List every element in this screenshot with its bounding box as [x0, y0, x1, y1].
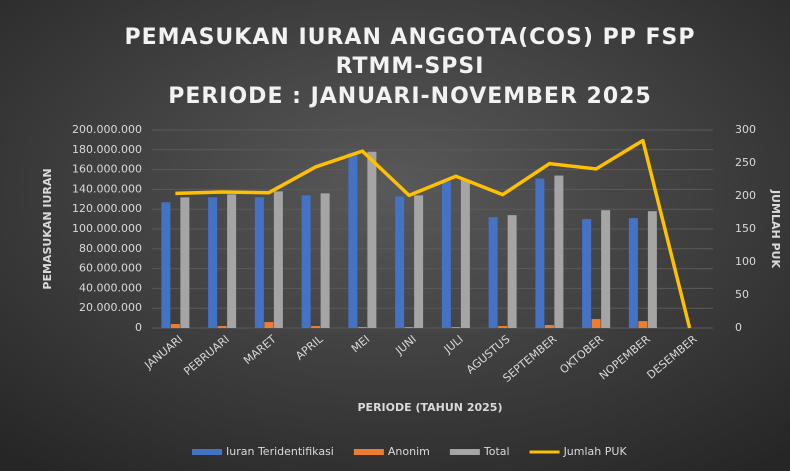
bar — [170, 324, 180, 328]
y2-tick-label: 100 — [735, 255, 756, 268]
y2-axis-label: JUMLAH PUK — [769, 189, 782, 269]
bar — [441, 181, 451, 328]
legend-label: Iuran Teridentifikasi — [226, 445, 334, 458]
bar — [507, 215, 517, 328]
y-tick-label: 0 — [135, 321, 142, 334]
y-tick-label: 40.000.000 — [79, 281, 142, 294]
bar — [582, 219, 592, 328]
bar — [535, 178, 545, 328]
legend-swatch — [353, 449, 384, 455]
y-tick-label: 120.000.000 — [72, 202, 142, 215]
bar — [554, 175, 564, 328]
bar — [217, 326, 227, 328]
y2-tick-label: 50 — [735, 288, 749, 301]
bar — [264, 322, 274, 328]
chart-title: PEMASUKAN IURAN ANGGOTA(COS) PP FSP — [125, 25, 696, 50]
legend-swatch — [449, 449, 480, 455]
bar — [488, 217, 498, 328]
legend-label: Anonim — [388, 445, 430, 458]
y-tick-label: 60.000.000 — [79, 262, 142, 275]
chart-title: PERIODE : JANUARI-NOVEMBER 2025 — [168, 84, 652, 109]
bar — [544, 325, 554, 328]
bar — [591, 319, 601, 328]
bar — [254, 197, 264, 328]
y-tick-label: 80.000.000 — [79, 242, 142, 255]
y-tick-label: 180.000.000 — [72, 143, 142, 156]
bar — [395, 196, 405, 328]
bar — [451, 327, 461, 328]
bar — [498, 326, 508, 328]
legend-swatch — [192, 449, 222, 455]
chart-title: RTMM-SPSI — [336, 54, 485, 79]
bar — [208, 197, 218, 328]
bar — [320, 193, 330, 328]
y-tick-label: 140.000.000 — [72, 182, 142, 195]
legend-label: Total — [483, 445, 510, 458]
y-axis-label: PEMASUKAN IURAN — [41, 168, 54, 289]
legend-label: Jumlah PUK — [563, 445, 628, 458]
bar — [180, 197, 190, 328]
bar — [601, 210, 611, 328]
bar — [311, 326, 321, 328]
bar — [628, 218, 638, 328]
bar — [227, 194, 237, 328]
line — [175, 138, 692, 329]
y2-tick-label: 300 — [735, 123, 756, 136]
y-tick-label: 100.000.000 — [72, 222, 142, 235]
bar — [404, 327, 414, 328]
bar — [460, 180, 470, 328]
y2-tick-label: 250 — [735, 156, 756, 169]
y2-tick-label: 200 — [735, 189, 756, 202]
x-axis-label: PERIODE (TAHUN 2025) — [358, 401, 503, 414]
y-tick-label: 160.000.000 — [72, 163, 142, 176]
bar — [301, 195, 311, 328]
bar — [414, 195, 424, 328]
y2-tick-label: 150 — [735, 222, 756, 235]
bar — [348, 152, 358, 328]
bar — [638, 321, 648, 328]
y-tick-label: 200.000.000 — [72, 123, 142, 136]
bar — [161, 202, 171, 328]
y2-tick-label: 0 — [735, 321, 742, 334]
bar — [647, 211, 657, 328]
y-tick-label: 20.000.000 — [79, 301, 142, 314]
bar — [367, 151, 377, 328]
bar — [357, 327, 367, 328]
bar — [273, 191, 283, 328]
